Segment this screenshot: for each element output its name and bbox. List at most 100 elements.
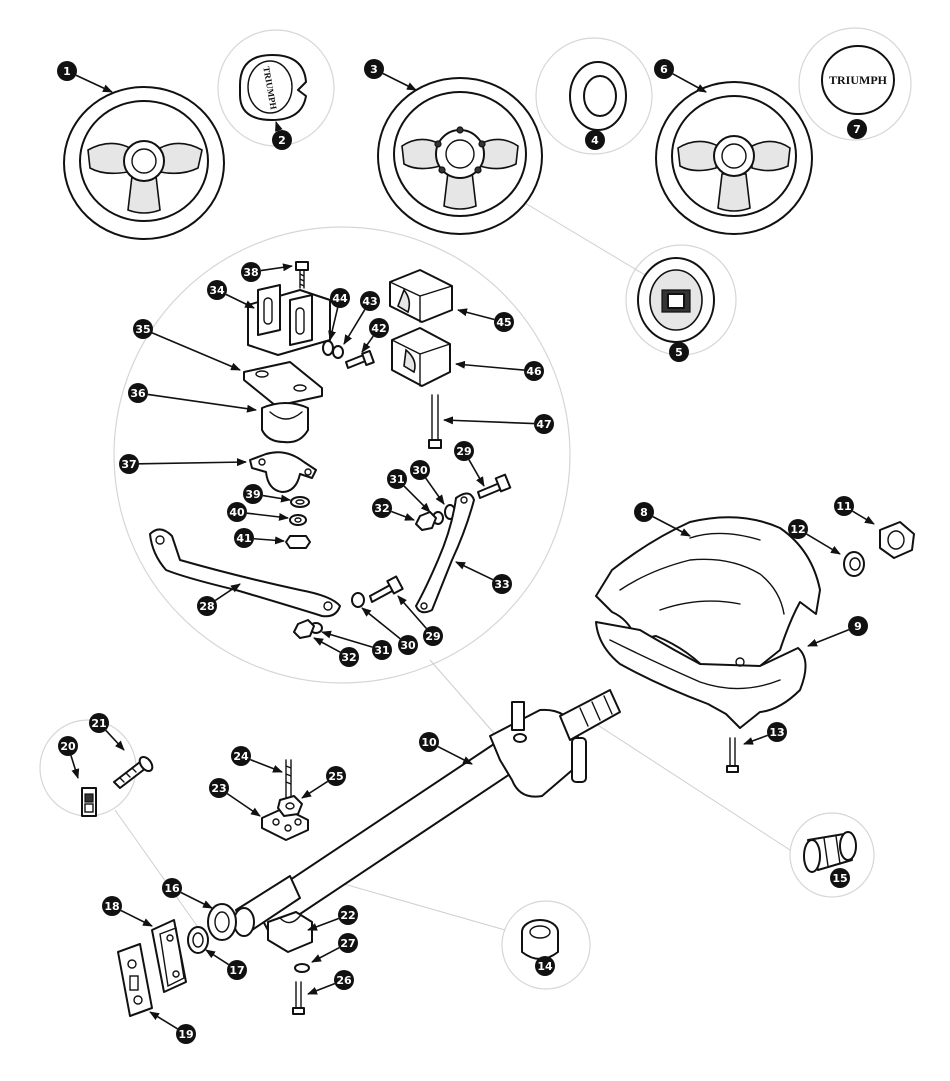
leader-line-28 [214, 583, 241, 602]
callout-36: 36 [128, 383, 148, 403]
callout-number-26: 26 [336, 974, 352, 987]
callout-dot-21 [89, 713, 109, 733]
badge-text-7: TRIUMPH [829, 73, 888, 87]
nut-part-25 [277, 795, 303, 817]
gasket-part-19 [117, 943, 153, 1017]
callout-dot-31a [387, 469, 407, 489]
callout-number-9: 9 [854, 620, 862, 633]
bolt-part-29-upper [477, 473, 512, 499]
callout-32a: 32 [372, 498, 392, 518]
callout-dot-25 [326, 766, 346, 786]
callout-dot-45 [494, 312, 514, 332]
callout-39: 39 [243, 484, 263, 504]
callout-dot-29a [454, 441, 474, 461]
callout-40: 40 [227, 502, 247, 522]
callout-31a: 31 [387, 469, 407, 489]
callout-dot-33 [492, 574, 512, 594]
callout-35: 35 [133, 319, 153, 339]
callout-number-41: 41 [236, 532, 251, 545]
callout-dot-20 [58, 736, 78, 756]
callout-number-4: 4 [591, 134, 599, 147]
leader-line-40 [246, 512, 289, 521]
callout-number-10: 10 [421, 736, 437, 749]
callout-30a: 30 [410, 460, 430, 480]
callout-dot-17 [227, 960, 247, 980]
stud-part-24 [285, 759, 292, 801]
nut-part-11 [879, 521, 915, 559]
leader-line-36 [147, 393, 257, 413]
leader-line-42 [361, 335, 374, 353]
callout-15: 15 [830, 868, 850, 888]
callout-6: 6 [654, 59, 674, 79]
mounting-detail-zone [113, 226, 571, 684]
callout-30b: 30 [398, 635, 418, 655]
callout-number-33: 33 [494, 578, 509, 591]
leader-line-16 [180, 891, 213, 909]
callout-number-7: 7 [853, 123, 861, 136]
bolt-part-42 [345, 349, 375, 369]
callout-2: 2 [272, 130, 292, 150]
callout-25: 25 [326, 766, 346, 786]
callout-dot-16 [162, 878, 182, 898]
badge-part-7: TRIUMPH [821, 45, 895, 115]
callout-dot-18 [102, 896, 122, 916]
callout-number-36: 36 [130, 387, 146, 400]
callout-dot-12 [788, 519, 808, 539]
callout-number-38: 38 [243, 266, 258, 279]
callout-markers: 1234567891011121314151617181920212223242… [57, 59, 868, 1044]
callout-number-5: 5 [675, 346, 683, 359]
screw-part-21 [113, 755, 154, 789]
leader-line-22 [307, 917, 339, 931]
leader-line-27 [311, 946, 340, 963]
callout-dot-28 [197, 596, 217, 616]
leader-line-2 [275, 121, 283, 132]
callout-dot-46 [524, 361, 544, 381]
callout-45: 45 [494, 312, 514, 332]
callout-13: 13 [767, 722, 787, 742]
callout-16: 16 [162, 878, 182, 898]
callout-3: 3 [364, 59, 384, 79]
leader-line-23 [226, 792, 261, 817]
callout-number-44: 44 [332, 292, 348, 305]
callout-dot-35 [133, 319, 153, 339]
callout-dot-26 [334, 970, 354, 990]
callout-21: 21 [89, 713, 109, 733]
callout-23: 23 [209, 778, 229, 798]
spring-washer-part-40 [289, 514, 307, 526]
callout-17: 17 [227, 960, 247, 980]
callout-dot-5 [669, 342, 689, 362]
screw-part-13 [726, 737, 739, 773]
washer-part-44 [322, 340, 334, 356]
callout-number-14: 14 [537, 960, 553, 973]
callout-dot-6 [654, 59, 674, 79]
callout-dot-42 [369, 318, 389, 338]
leader-line-24 [250, 758, 283, 773]
callout-dot-27 [338, 933, 358, 953]
callout-dot-32a [372, 498, 392, 518]
spacer-ring-part-4 [569, 61, 627, 131]
leader-line-25 [301, 780, 329, 799]
callout-number-40: 40 [229, 506, 245, 519]
bolt-part-29-lower [369, 575, 404, 603]
leader-line-11 [852, 510, 875, 525]
leader-line-39 [262, 494, 291, 503]
callout-number-35: 35 [135, 323, 150, 336]
bracket-part-34 [247, 284, 331, 356]
callout-number-17: 17 [229, 964, 244, 977]
leader-line-46 [455, 360, 525, 371]
callout-number-6: 6 [660, 63, 668, 76]
steering-wheel-6 [655, 81, 813, 235]
callout-number-30b: 30 [400, 639, 416, 652]
callout-4: 4 [585, 130, 605, 150]
guide-line-collet [589, 719, 791, 851]
washer-part-17 [187, 926, 209, 954]
leader-line-9 [807, 628, 850, 647]
callout-number-1: 1 [63, 65, 71, 78]
clamp-block-part-46 [391, 327, 451, 387]
callout-number-12: 12 [790, 523, 805, 536]
callout-dot-31b [372, 640, 392, 660]
callout-number-37: 37 [121, 458, 136, 471]
callout-42: 42 [369, 318, 389, 338]
plate-part-35 [243, 361, 323, 407]
